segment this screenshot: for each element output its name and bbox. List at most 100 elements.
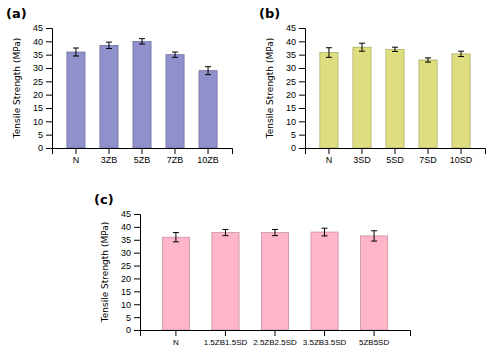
tick-label: 30 — [286, 63, 296, 73]
tick-mark — [299, 81, 305, 82]
bar — [261, 233, 288, 330]
tick: 45 — [33, 23, 52, 33]
tick-label: 10 — [121, 300, 131, 310]
tick: 5 — [291, 130, 305, 140]
tick: 5ZB — [134, 148, 151, 165]
error-bar — [425, 58, 431, 62]
tick-mark — [175, 330, 176, 336]
tick: 5SD — [386, 148, 404, 165]
tick-label: N — [326, 155, 333, 165]
tick-mark — [299, 135, 305, 136]
figure: 051015202530354045N3ZB5ZB7ZB10ZBTensile … — [0, 0, 500, 363]
tick-label: 40 — [121, 222, 131, 232]
axis-line — [53, 149, 233, 155]
bar — [199, 71, 217, 148]
tick: 15 — [121, 287, 140, 297]
tick: 3.5ZB3.5SD — [303, 330, 347, 347]
tick-label: 30 — [121, 248, 131, 258]
tick-label: 25 — [286, 77, 296, 87]
x-axis: N3ZB5ZB7ZB10ZB — [53, 148, 233, 165]
error-bar — [139, 39, 145, 44]
tick: 5ZB5SD — [359, 330, 389, 347]
tick-label: 5ZB — [134, 155, 151, 165]
tick: 45 — [286, 23, 305, 33]
tick-label: 5SD — [386, 155, 404, 165]
tick-mark — [142, 148, 143, 154]
tick: 15 — [286, 103, 305, 113]
tick-label: 10 — [33, 117, 43, 127]
error-bar — [326, 48, 332, 58]
tick-mark — [299, 28, 305, 29]
tick: 5 — [126, 312, 140, 322]
tick: 25 — [33, 77, 52, 87]
tick-mark — [134, 266, 140, 267]
axis-line — [46, 29, 53, 149]
error-bar — [173, 233, 179, 242]
tick-label: 2.5ZB2.5SD — [253, 338, 297, 347]
tick-mark — [134, 227, 140, 228]
tick: 20 — [286, 90, 305, 100]
tick-label: 10ZB — [197, 155, 219, 165]
tick: 5 — [38, 130, 52, 140]
tick-mark — [299, 121, 305, 122]
tick: 3SD — [353, 148, 371, 165]
tick-label: 45 — [121, 209, 131, 219]
tick-label: 25 — [121, 261, 131, 271]
tick-mark — [428, 148, 429, 154]
tick: 10 — [286, 117, 305, 127]
error-bar — [205, 67, 211, 75]
tick-label: 25 — [33, 77, 43, 87]
axis-title: Tensile Strength (MPa) — [12, 38, 22, 139]
error-bar — [392, 47, 398, 51]
bar — [419, 60, 437, 148]
bar — [166, 55, 184, 148]
tick: 40 — [286, 37, 305, 47]
tick-mark — [46, 28, 52, 29]
bar — [360, 236, 387, 330]
tick: 25 — [286, 77, 305, 87]
tick-mark — [46, 135, 52, 136]
axis-title: Tensile Strength (MPa) — [100, 222, 110, 323]
tick-mark — [46, 95, 52, 96]
tick: 35 — [286, 50, 305, 60]
tick: 25 — [121, 261, 140, 271]
panel-label: (a) — [6, 6, 27, 21]
tick-mark — [46, 68, 52, 69]
tick-mark — [374, 330, 375, 336]
bar — [353, 47, 371, 148]
plot-area — [162, 228, 387, 330]
tick-label: 15 — [286, 103, 296, 113]
tick: 30 — [286, 63, 305, 73]
tick-mark — [134, 214, 140, 215]
tick-label: 3ZB — [101, 155, 118, 165]
tick: 2.5ZB2.5SD — [253, 330, 297, 347]
tick-label: 3.5ZB3.5SD — [303, 338, 347, 347]
tick-label: 15 — [121, 287, 131, 297]
tick-label: 20 — [33, 90, 43, 100]
tick: 30 — [33, 63, 52, 73]
tick: 40 — [33, 37, 52, 47]
tick: 20 — [33, 90, 52, 100]
bar — [320, 53, 338, 148]
tick-label: 35 — [121, 235, 131, 245]
tick-mark — [134, 330, 140, 331]
tick-mark — [46, 108, 52, 109]
error-bar — [458, 51, 464, 56]
tick-label: N — [73, 155, 80, 165]
tick-label: 20 — [286, 90, 296, 100]
axis-line — [299, 29, 306, 149]
tick: N — [73, 148, 80, 165]
tick: 0 — [38, 143, 52, 153]
tick-mark — [299, 108, 305, 109]
y-axis: 051015202530354045 — [286, 23, 306, 153]
error-bar — [272, 229, 278, 235]
bar — [386, 49, 404, 148]
tick: N — [173, 330, 179, 347]
tick-mark — [175, 148, 176, 154]
tick-label: 40 — [33, 37, 43, 47]
tick-mark — [134, 253, 140, 254]
plot-area — [67, 39, 217, 148]
tick-mark — [299, 95, 305, 96]
tick-mark — [275, 330, 276, 336]
panel-label: (b) — [259, 6, 280, 21]
